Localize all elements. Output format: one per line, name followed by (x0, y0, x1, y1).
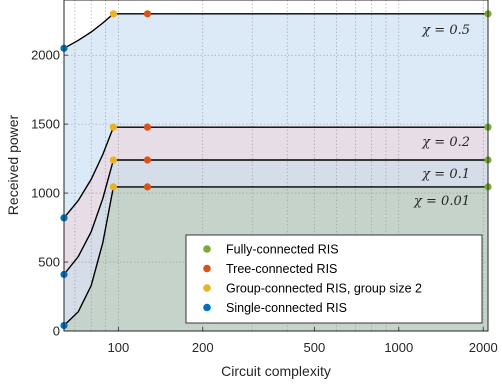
chi-label: χ = 0.1 (421, 167, 470, 182)
fill-region-2 (64, 160, 488, 326)
x-tick-labels: 100 200 500 1000 2000 (108, 327, 498, 355)
group-connected-point (109, 183, 117, 191)
fill-region-1 (64, 127, 488, 275)
curve-3 (63, 186, 488, 327)
tree-connected-point (143, 156, 152, 164)
group-connected-point (109, 123, 117, 131)
tree-connected-point (143, 10, 152, 18)
y-tick-label: 500 (38, 255, 60, 270)
markers (60, 10, 492, 330)
legend: Fully-connected RIS Tree-connected RIS Gro… (185, 234, 483, 324)
x-tick-label: 1000 (384, 340, 413, 355)
grid-lines (64, 0, 488, 332)
x-tick-label: 500 (304, 340, 326, 355)
legend-marker (203, 303, 211, 312)
legend-box (185, 234, 483, 324)
x-tick-label: 2000 (469, 340, 498, 355)
x-axis-title: Circuit complexity (221, 363, 331, 379)
y-tick-label: 1000 (31, 186, 60, 201)
legend-label: Fully-connected RIS (226, 243, 339, 257)
y-axis-title: Received power (5, 114, 21, 215)
x-tick-label: 100 (108, 340, 130, 355)
legend-marker (203, 264, 211, 273)
legend-marker (203, 245, 211, 253)
x-tick-label: 200 (192, 340, 214, 355)
group-connected-point (109, 156, 117, 164)
legend-label: Group-connected RIS, group size 2 (226, 282, 422, 296)
tree-connected-point (143, 183, 152, 191)
fill-region-0 (64, 13, 488, 218)
y-tick-label: 0 (53, 324, 60, 339)
curve-2 (63, 159, 488, 275)
y-tick-label: 2000 (31, 48, 60, 63)
y-tick-labels: 0 500 1000 1500 2000 (31, 48, 68, 339)
curves (63, 13, 488, 327)
y-tick-label: 1500 (31, 117, 60, 132)
legend-label: Tree-connected RIS (226, 262, 337, 276)
chi-label: χ = 0.01 (413, 194, 470, 209)
chi-label: χ = 0.2 (421, 135, 470, 150)
chi-label: χ = 0.5 (421, 23, 470, 38)
legend-label: Single-connected RIS (226, 301, 347, 315)
legend-marker (203, 284, 211, 292)
chi-annotations: χ = 0.5 χ = 0.2 χ = 0.1 χ = 0.01 (413, 23, 470, 209)
curve-0 (63, 13, 488, 49)
group-connected-point (109, 10, 117, 18)
curve-1 (63, 126, 488, 219)
tree-connected-point (143, 123, 152, 131)
plot-frame (63, 0, 489, 332)
